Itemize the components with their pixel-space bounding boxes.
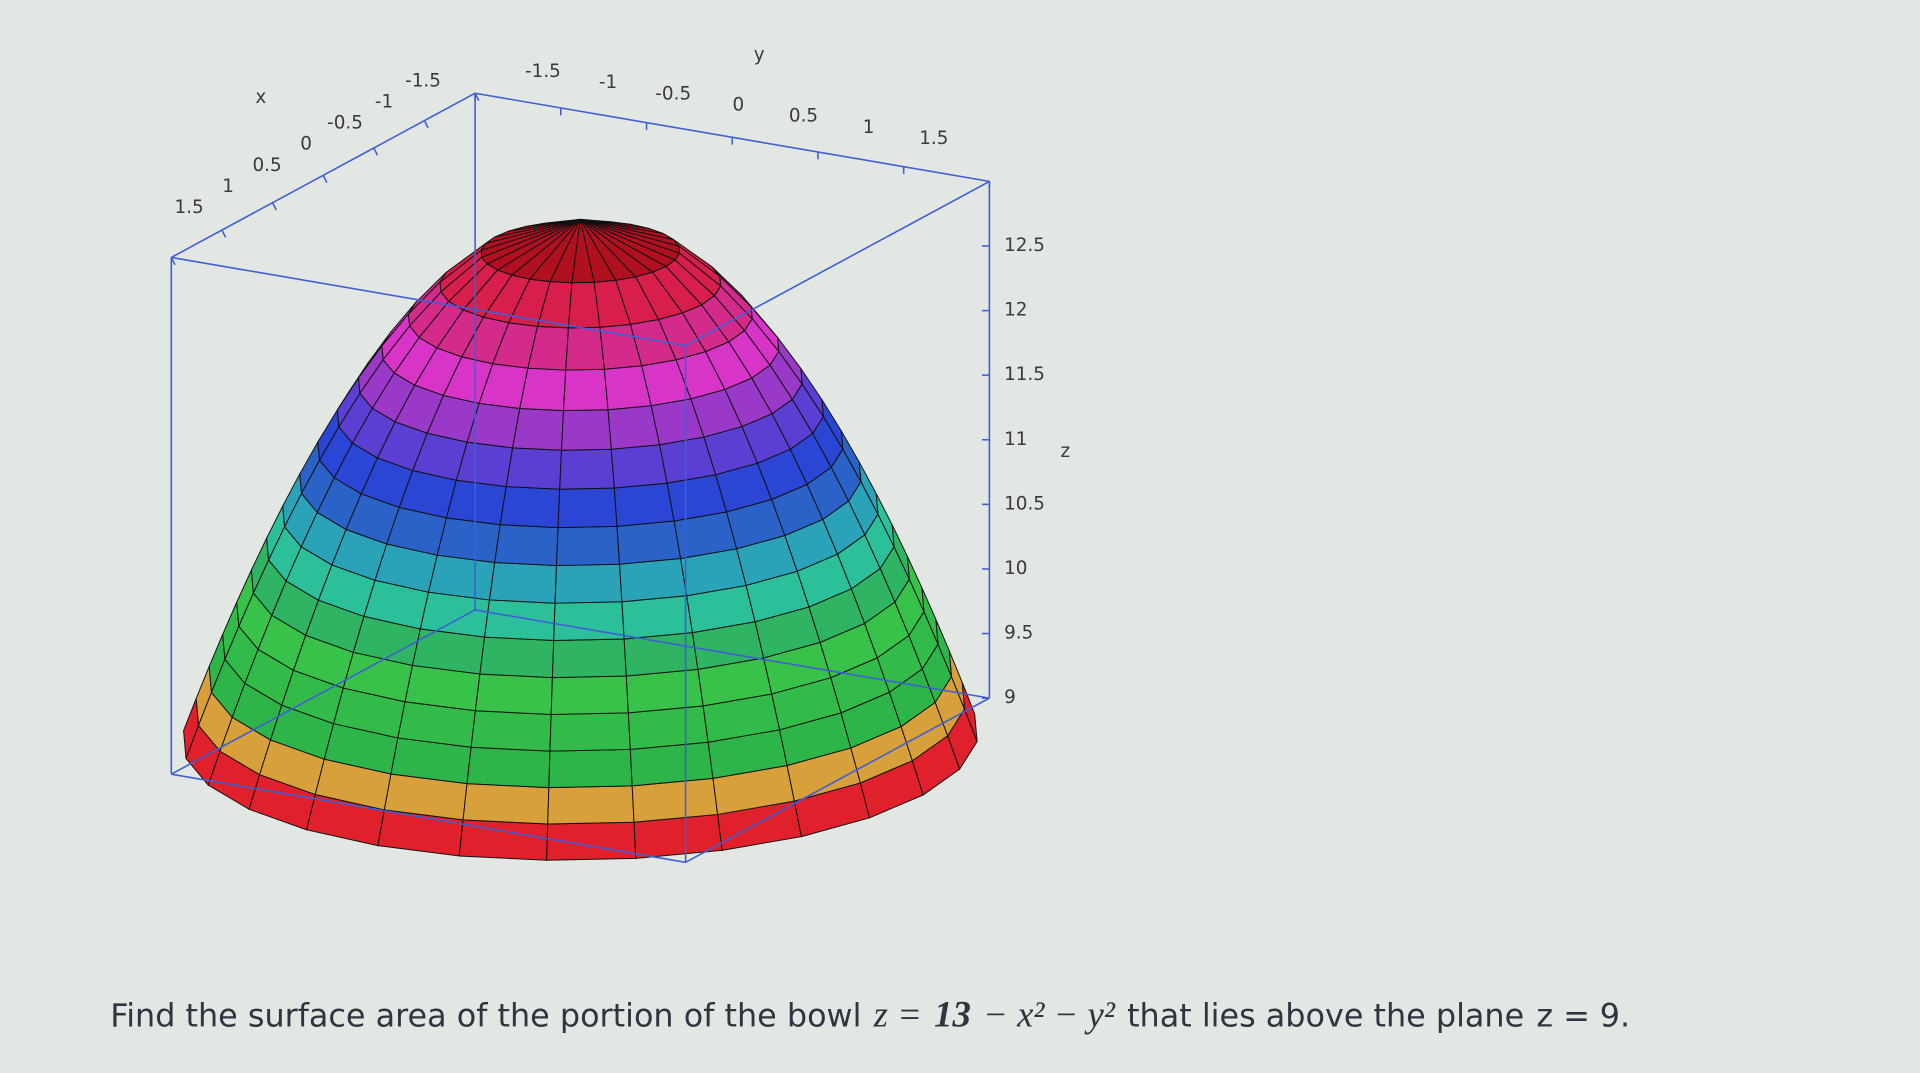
- x-tick-mark: [373, 147, 379, 156]
- surface-cell: [510, 219, 581, 280]
- x-tick-label: 0.5: [252, 155, 281, 176]
- z-tick-label: 12: [1004, 300, 1027, 321]
- plane-lhs: z =: [1536, 996, 1590, 1034]
- x-tick-mark: [221, 229, 227, 238]
- surface-cell: [512, 407, 565, 451]
- surface-cell: [580, 218, 632, 225]
- equation-constant: 13: [934, 993, 971, 1034]
- z-tick-label: 11: [1004, 429, 1027, 450]
- question: Find the surface area of the portion of …: [110, 993, 1630, 1034]
- surface-cell: [623, 632, 699, 677]
- box-edge: [171, 256, 686, 347]
- box-edge: [685, 697, 990, 864]
- y-axis-title: y: [754, 44, 765, 65]
- question-end: .: [1620, 996, 1630, 1034]
- surface-cell: [610, 444, 668, 489]
- surface-cell: [625, 668, 704, 714]
- z-tick-label: 10.5: [1004, 493, 1045, 514]
- x-tick-label: -1.5: [405, 71, 441, 92]
- x-tick-mark: [170, 257, 176, 266]
- x-tick-label: 0: [300, 134, 312, 155]
- box-edge: [170, 609, 476, 775]
- surface-cell: [462, 783, 550, 825]
- x-tick-mark: [271, 202, 277, 211]
- x-tick-label: -0.5: [327, 113, 363, 134]
- box-edge: [171, 773, 686, 864]
- surface-cell: [494, 524, 559, 567]
- x-tick-label: 1: [222, 176, 234, 197]
- surface-cell: [436, 517, 501, 564]
- box-edge: [685, 180, 990, 347]
- surface-cell: [488, 561, 558, 604]
- box-edge: [474, 609, 990, 699]
- surface-cell: [559, 448, 615, 490]
- surface-cell: [562, 368, 609, 412]
- y-tick-label: -0.5: [655, 83, 691, 104]
- x-tick-mark: [423, 120, 429, 129]
- surface-cell: [519, 367, 567, 412]
- surface-cell: [553, 601, 625, 642]
- surface-cell: [557, 487, 618, 529]
- y-tick-label: -1: [599, 72, 617, 93]
- surface-cell: [445, 479, 507, 526]
- z-tick-label: 12.5: [1004, 235, 1045, 256]
- question-text: Find the surface area of the portion of …: [110, 996, 861, 1034]
- surface-cell: [548, 748, 633, 789]
- y-tick-label: 0: [733, 94, 745, 115]
- y-tick-label: -1.5: [525, 61, 561, 82]
- z-axis-title: z: [1060, 441, 1070, 462]
- surface-plot: 1.510.50-0.5-1-1.5 -1.5-1-0.500.511.599.5…: [170, 44, 1070, 864]
- surface-cell: [555, 525, 621, 567]
- surface-cell: [479, 636, 555, 679]
- surface-cell: [505, 447, 563, 490]
- surface-cell: [565, 326, 605, 371]
- x-axis-title: x: [255, 87, 266, 108]
- surface-cell: [619, 558, 688, 603]
- surface-cell: [470, 710, 552, 752]
- z-tick-label: 9.5: [1004, 623, 1033, 644]
- x-tick-label: 1.5: [174, 197, 203, 218]
- x-tick-mark: [322, 174, 328, 184]
- surface-cell: [547, 785, 635, 825]
- surface-cell: [499, 486, 561, 529]
- surface-cell: [560, 409, 612, 451]
- y-tick-label: 1.5: [919, 128, 948, 149]
- z-tick-label: 10: [1004, 558, 1027, 579]
- equation-lhs: z =: [873, 993, 922, 1034]
- z-tick-label: 11.5: [1004, 364, 1045, 385]
- surface-cell: [616, 520, 682, 565]
- z-tick-label: 9: [1004, 687, 1016, 708]
- surface-cell: [427, 554, 496, 601]
- surface-cell: [466, 746, 551, 789]
- surface-cell: [554, 563, 623, 604]
- surface-cell: [621, 595, 693, 640]
- x-tick-label: -1: [375, 92, 393, 113]
- y-tick-label: 0.5: [789, 106, 818, 127]
- question-text: that lies above the plane: [1127, 996, 1524, 1034]
- surface-cell: [607, 405, 661, 450]
- plane-value: 9: [1600, 996, 1620, 1034]
- surface-cell: [550, 675, 629, 715]
- equation-rest: − x² − y²: [983, 993, 1116, 1034]
- surface-cell: [613, 482, 675, 527]
- surface-cell: [474, 673, 553, 715]
- surface-cell: [627, 705, 709, 750]
- surface-cell: [551, 638, 627, 679]
- surface-cell: [484, 599, 556, 642]
- surface-cell: [549, 712, 631, 752]
- y-tick-label: 1: [863, 117, 875, 138]
